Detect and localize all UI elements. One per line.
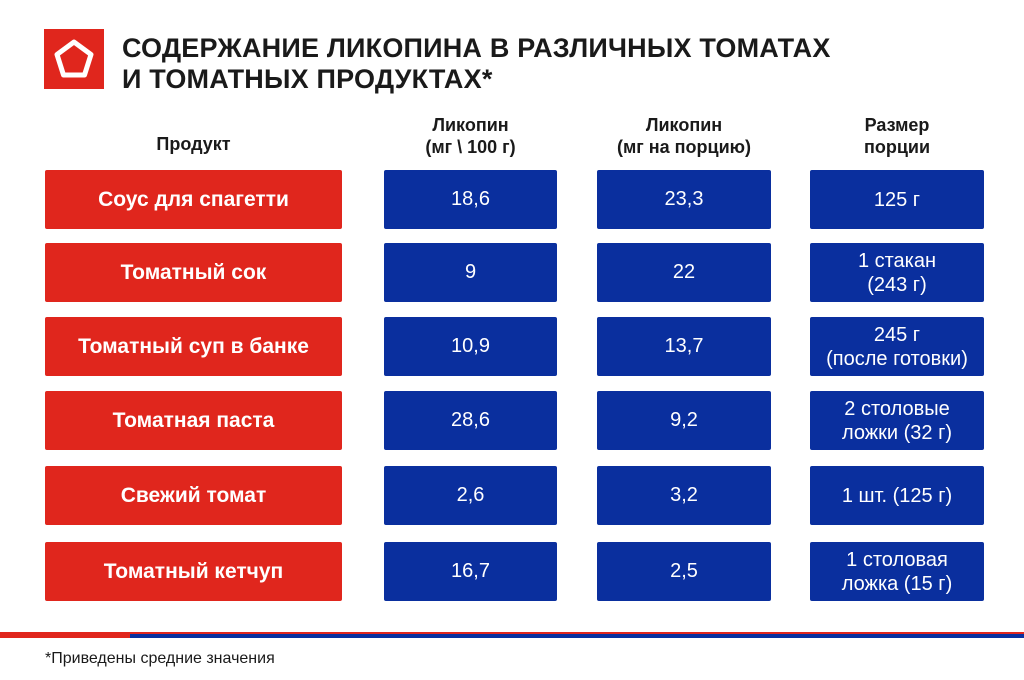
row-perportion-cell: 23,3	[597, 170, 771, 229]
row-size-line1: 1 столовая	[846, 548, 948, 571]
row-product-cell: Томатный сок	[45, 243, 342, 302]
column-header-product-label: Продукт	[156, 134, 231, 154]
row-size-line2: ложка (15 г)	[841, 572, 953, 595]
bottom-stripe-red	[0, 632, 130, 638]
row-size-cell: 1 стакан (243 г)	[810, 243, 984, 302]
row-per100-cell: 9	[384, 243, 557, 302]
row-per100-cell: 2,6	[384, 466, 557, 525]
row-size-cell: 1 шт. (125 г)	[810, 466, 984, 525]
column-header-size-line2: порции	[863, 137, 931, 157]
row-perportion-cell: 2,5	[597, 542, 771, 601]
page-title: СОДЕРЖАНИЕ ЛИКОПИНА В РАЗЛИЧНЫХ ТОМАТАХ …	[122, 33, 1002, 95]
row-size-line1: 1 шт. (125 г)	[841, 484, 953, 507]
row-perportion-cell: 9,2	[597, 391, 771, 450]
logo-pentagon-icon	[44, 29, 104, 89]
row-product-cell: Свежий томат	[45, 466, 342, 525]
row-perportion-cell: 13,7	[597, 317, 771, 376]
row-size-cell: 1 столовая ложка (15 г)	[810, 542, 984, 601]
column-header-per100-line2: (мг \ 100 г)	[425, 137, 516, 157]
row-size-line1: 245 г	[873, 323, 921, 346]
row-product-cell: Соус для спагетти	[45, 170, 342, 229]
title-line-2: И ТОМАТНЫХ ПРОДУКТАХ*	[122, 64, 493, 94]
column-header-perportion: Ликопин (мг на порцию)	[590, 114, 778, 158]
row-per100-cell: 10,9	[384, 317, 557, 376]
column-header-per100: Ликопин (мг \ 100 г)	[384, 114, 557, 158]
row-size-line1: 1 стакан	[857, 249, 937, 272]
row-size-line2: (243 г)	[867, 273, 927, 296]
row-perportion-cell: 3,2	[597, 466, 771, 525]
row-product-cell: Томатный суп в банке	[45, 317, 342, 376]
row-size-line2: ложки (32 г)	[841, 421, 953, 444]
row-size-cell: 245 г (после готовки)	[810, 317, 984, 376]
row-product-cell: Томатная паста	[45, 391, 342, 450]
pentagon-icon	[54, 39, 94, 78]
footnote: *Приведены средние значения	[45, 650, 275, 667]
row-per100-cell: 28,6	[384, 391, 557, 450]
title-line-1: СОДЕРЖАНИЕ ЛИКОПИНА В РАЗЛИЧНЫХ ТОМАТАХ	[122, 33, 831, 63]
column-header-size-line1: Размер	[864, 115, 930, 135]
row-per100-cell: 18,6	[384, 170, 557, 229]
bottom-stripe-blue	[130, 634, 1024, 638]
row-size-line1: 2 столовые	[844, 397, 950, 420]
row-size-cell: 2 столовые ложки (32 г)	[810, 391, 984, 450]
row-size-line1: 125 г	[873, 188, 921, 211]
column-header-product: Продукт	[45, 133, 342, 155]
column-header-size: Размер порции	[810, 114, 984, 158]
bottom-stripe-redline	[130, 632, 1024, 634]
column-header-per100-line1: Ликопин	[432, 115, 509, 135]
row-per100-cell: 16,7	[384, 542, 557, 601]
row-perportion-cell: 22	[597, 243, 771, 302]
column-header-perportion-line1: Ликопин	[645, 115, 723, 135]
row-product-cell: Томатный кетчуп	[45, 542, 342, 601]
row-size-line2: (после готовки)	[826, 347, 968, 370]
row-size-cell: 125 г	[810, 170, 984, 229]
column-header-perportion-line2: (мг на порцию)	[616, 137, 752, 157]
